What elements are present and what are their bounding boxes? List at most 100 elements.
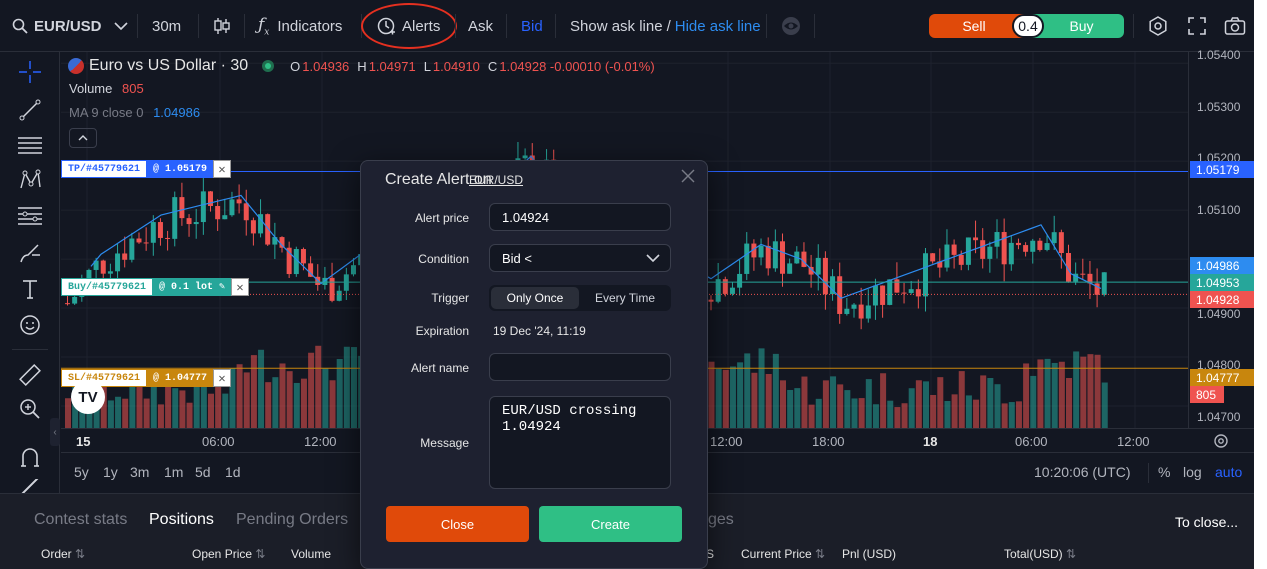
- column-partial[interactable]: S: [706, 547, 714, 561]
- volume-bar: [1015, 401, 1022, 428]
- column-total[interactable]: Total(USD) ⇅: [1004, 547, 1076, 561]
- column-pnl[interactable]: Pnl (USD): [842, 547, 896, 561]
- ruler-tool[interactable]: [15, 362, 45, 388]
- zoom-tool[interactable]: [15, 396, 45, 422]
- range-3m[interactable]: 3m: [130, 464, 150, 480]
- buy-close-icon[interactable]: ✕: [231, 278, 250, 296]
- magnet-icon: [21, 448, 39, 467]
- time-label: 06:00: [202, 434, 235, 449]
- tab-pending-orders[interactable]: Pending Orders: [236, 511, 349, 528]
- trend-line-tool[interactable]: [15, 97, 45, 123]
- ask-button[interactable]: Ask: [468, 17, 494, 35]
- buy-order-tag[interactable]: Buy/#45779621 @ 0.1 lot ✎ ✕: [61, 278, 250, 296]
- interval-button[interactable]: 30m: [152, 17, 182, 35]
- screenshot-button[interactable]: [1224, 0, 1246, 52]
- hide-ask-line-link[interactable]: Hide ask line: [674, 17, 761, 35]
- collapse-toolbar-handle[interactable]: ‹: [50, 418, 60, 446]
- candle-body: [808, 266, 814, 275]
- legend-low-label: L: [423, 58, 431, 74]
- column-label: Open Price: [192, 547, 253, 561]
- price-label: 1.04900: [1197, 307, 1241, 321]
- percent-toggle[interactable]: %: [1158, 464, 1171, 480]
- volume-bar: [923, 381, 929, 428]
- range-5d[interactable]: 5d: [195, 464, 211, 480]
- candle-body: [751, 243, 757, 258]
- tp-close-icon[interactable]: ✕: [213, 160, 232, 178]
- volume-bar: [887, 400, 894, 428]
- show-ask-line-link[interactable]: Show ask line: [570, 17, 663, 35]
- candle-body: [1037, 240, 1043, 250]
- volume-bar: [794, 388, 801, 428]
- tradingview-logo[interactable]: TV: [71, 380, 105, 414]
- fullscreen-button[interactable]: [1187, 0, 1207, 52]
- tab-partial[interactable]: ges: [708, 511, 734, 528]
- column-current-price[interactable]: Current Price ⇅: [741, 547, 825, 561]
- tab-positions[interactable]: Positions: [149, 511, 214, 528]
- column-order[interactable]: Order ⇅: [41, 547, 85, 561]
- ask-line-toggle[interactable]: Show ask line / Hide ask line: [570, 0, 761, 52]
- column-open-price[interactable]: Open Price ⇅: [192, 547, 265, 561]
- volume-bar: [315, 345, 322, 428]
- candle-body: [708, 299, 714, 302]
- volume-bar: [894, 407, 901, 428]
- trigger-label: Trigger: [431, 291, 469, 305]
- alert-name-input[interactable]: [489, 353, 671, 381]
- volume-bar: [1066, 378, 1072, 428]
- volume-bar: [951, 394, 958, 428]
- buy-button[interactable]: Buy: [1029, 14, 1124, 38]
- range-1m[interactable]: 1m: [164, 464, 184, 480]
- emoji-tool[interactable]: [15, 312, 45, 338]
- volume-bar: [286, 371, 293, 428]
- range-1d[interactable]: 1d: [225, 464, 241, 480]
- dialog-symbol-link[interactable]: EUR/USD: [469, 173, 524, 187]
- expiration-value[interactable]: 19 Dec '24, 11:19: [493, 324, 586, 338]
- message-textarea[interactable]: EUR/USD crossing 1.04924: [489, 396, 671, 489]
- create-button[interactable]: Create: [539, 506, 682, 542]
- symbol-search[interactable]: EUR/USD: [12, 0, 128, 52]
- volume-bar: [265, 382, 272, 428]
- close-button[interactable]: Close: [386, 506, 529, 542]
- tab-contest-stats[interactable]: Contest stats: [34, 511, 128, 528]
- range-1y[interactable]: 1y: [103, 464, 118, 480]
- candle-body: [1066, 253, 1071, 282]
- pattern-icon: [20, 169, 41, 189]
- alert-name-label: Alert name: [410, 361, 469, 375]
- pattern-tool[interactable]: [15, 167, 45, 193]
- candle-body: [1001, 232, 1007, 265]
- auto-toggle[interactable]: auto: [1215, 464, 1243, 480]
- volume-bar: [272, 377, 279, 428]
- indicators-label: Indicators: [277, 17, 343, 35]
- bid-button[interactable]: Bid: [521, 17, 543, 35]
- zoom-in-icon: [20, 399, 40, 419]
- text-tool[interactable]: [15, 276, 45, 302]
- axis-settings-icon[interactable]: [1213, 433, 1229, 449]
- alert-price-input[interactable]: 1.04924: [489, 203, 671, 231]
- brush-tool[interactable]: [15, 240, 45, 266]
- fib-tool[interactable]: [15, 203, 45, 229]
- trigger-every-time[interactable]: Every Time: [594, 291, 655, 305]
- chart-type-button[interactable]: [212, 0, 232, 52]
- candle-body: [980, 240, 986, 259]
- column-volume[interactable]: Volume: [291, 547, 331, 561]
- pencil-tool[interactable]: [15, 479, 45, 493]
- settings-button[interactable]: [1148, 0, 1168, 52]
- price-axis[interactable]: 1.05400 1.05300 1.05200 1.05100 1.04900 …: [1188, 48, 1254, 428]
- indicators-button[interactable]: ƒx Indicators: [258, 0, 342, 52]
- visibility-button[interactable]: [780, 0, 802, 52]
- sl-close-icon[interactable]: ✕: [213, 369, 232, 387]
- log-toggle[interactable]: log: [1183, 464, 1202, 480]
- range-5y[interactable]: 5y: [74, 464, 89, 480]
- trigger-only-once[interactable]: Only Once: [491, 287, 579, 309]
- tp-order-tag[interactable]: TP/#45779621 @ 1.05179 ✕: [61, 160, 232, 178]
- to-close-link[interactable]: To close...: [1175, 514, 1239, 530]
- horizontal-lines-tool[interactable]: [15, 132, 45, 158]
- utc-clock[interactable]: 10:20:06 (UTC): [1034, 464, 1131, 480]
- candle-body: [1044, 243, 1050, 250]
- crosshair-tool[interactable]: [15, 59, 45, 85]
- magnet-tool[interactable]: [15, 445, 45, 471]
- volume-bar: [1044, 358, 1051, 428]
- collapse-legend-button[interactable]: [69, 128, 97, 148]
- close-icon[interactable]: [681, 169, 695, 183]
- candle-body: [1023, 245, 1029, 252]
- condition-select[interactable]: Bid <: [489, 244, 671, 272]
